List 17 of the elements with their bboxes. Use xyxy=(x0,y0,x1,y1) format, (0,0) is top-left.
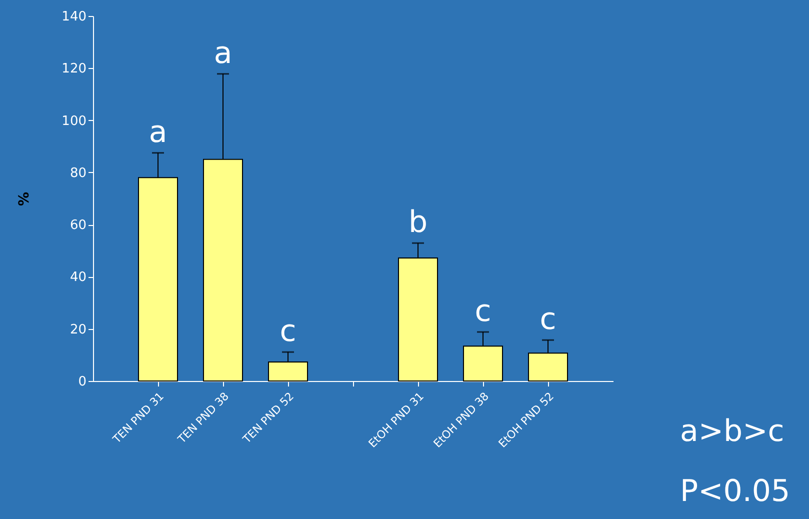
annotation: c xyxy=(540,302,556,338)
text: a>b>c xyxy=(680,414,784,449)
y-tick-label: 80 xyxy=(70,166,86,181)
text: P<0.05 xyxy=(680,474,790,509)
annotation: b xyxy=(408,205,428,240)
annotation: a xyxy=(148,114,168,150)
y-tick-label: 140 xyxy=(62,10,86,24)
y-tick-label: 120 xyxy=(62,62,86,77)
annotation: a xyxy=(214,36,232,71)
y-tick-label: 40 xyxy=(70,270,86,286)
y-tick-label: 20 xyxy=(70,322,86,338)
y-tick-label: 0 xyxy=(78,374,86,390)
y-tick-label: 60 xyxy=(70,218,86,234)
annotation: c xyxy=(474,294,492,329)
y-tick-label: 100 xyxy=(62,114,86,129)
y-axis-title: % xyxy=(16,192,33,206)
annotation: c xyxy=(280,314,296,350)
